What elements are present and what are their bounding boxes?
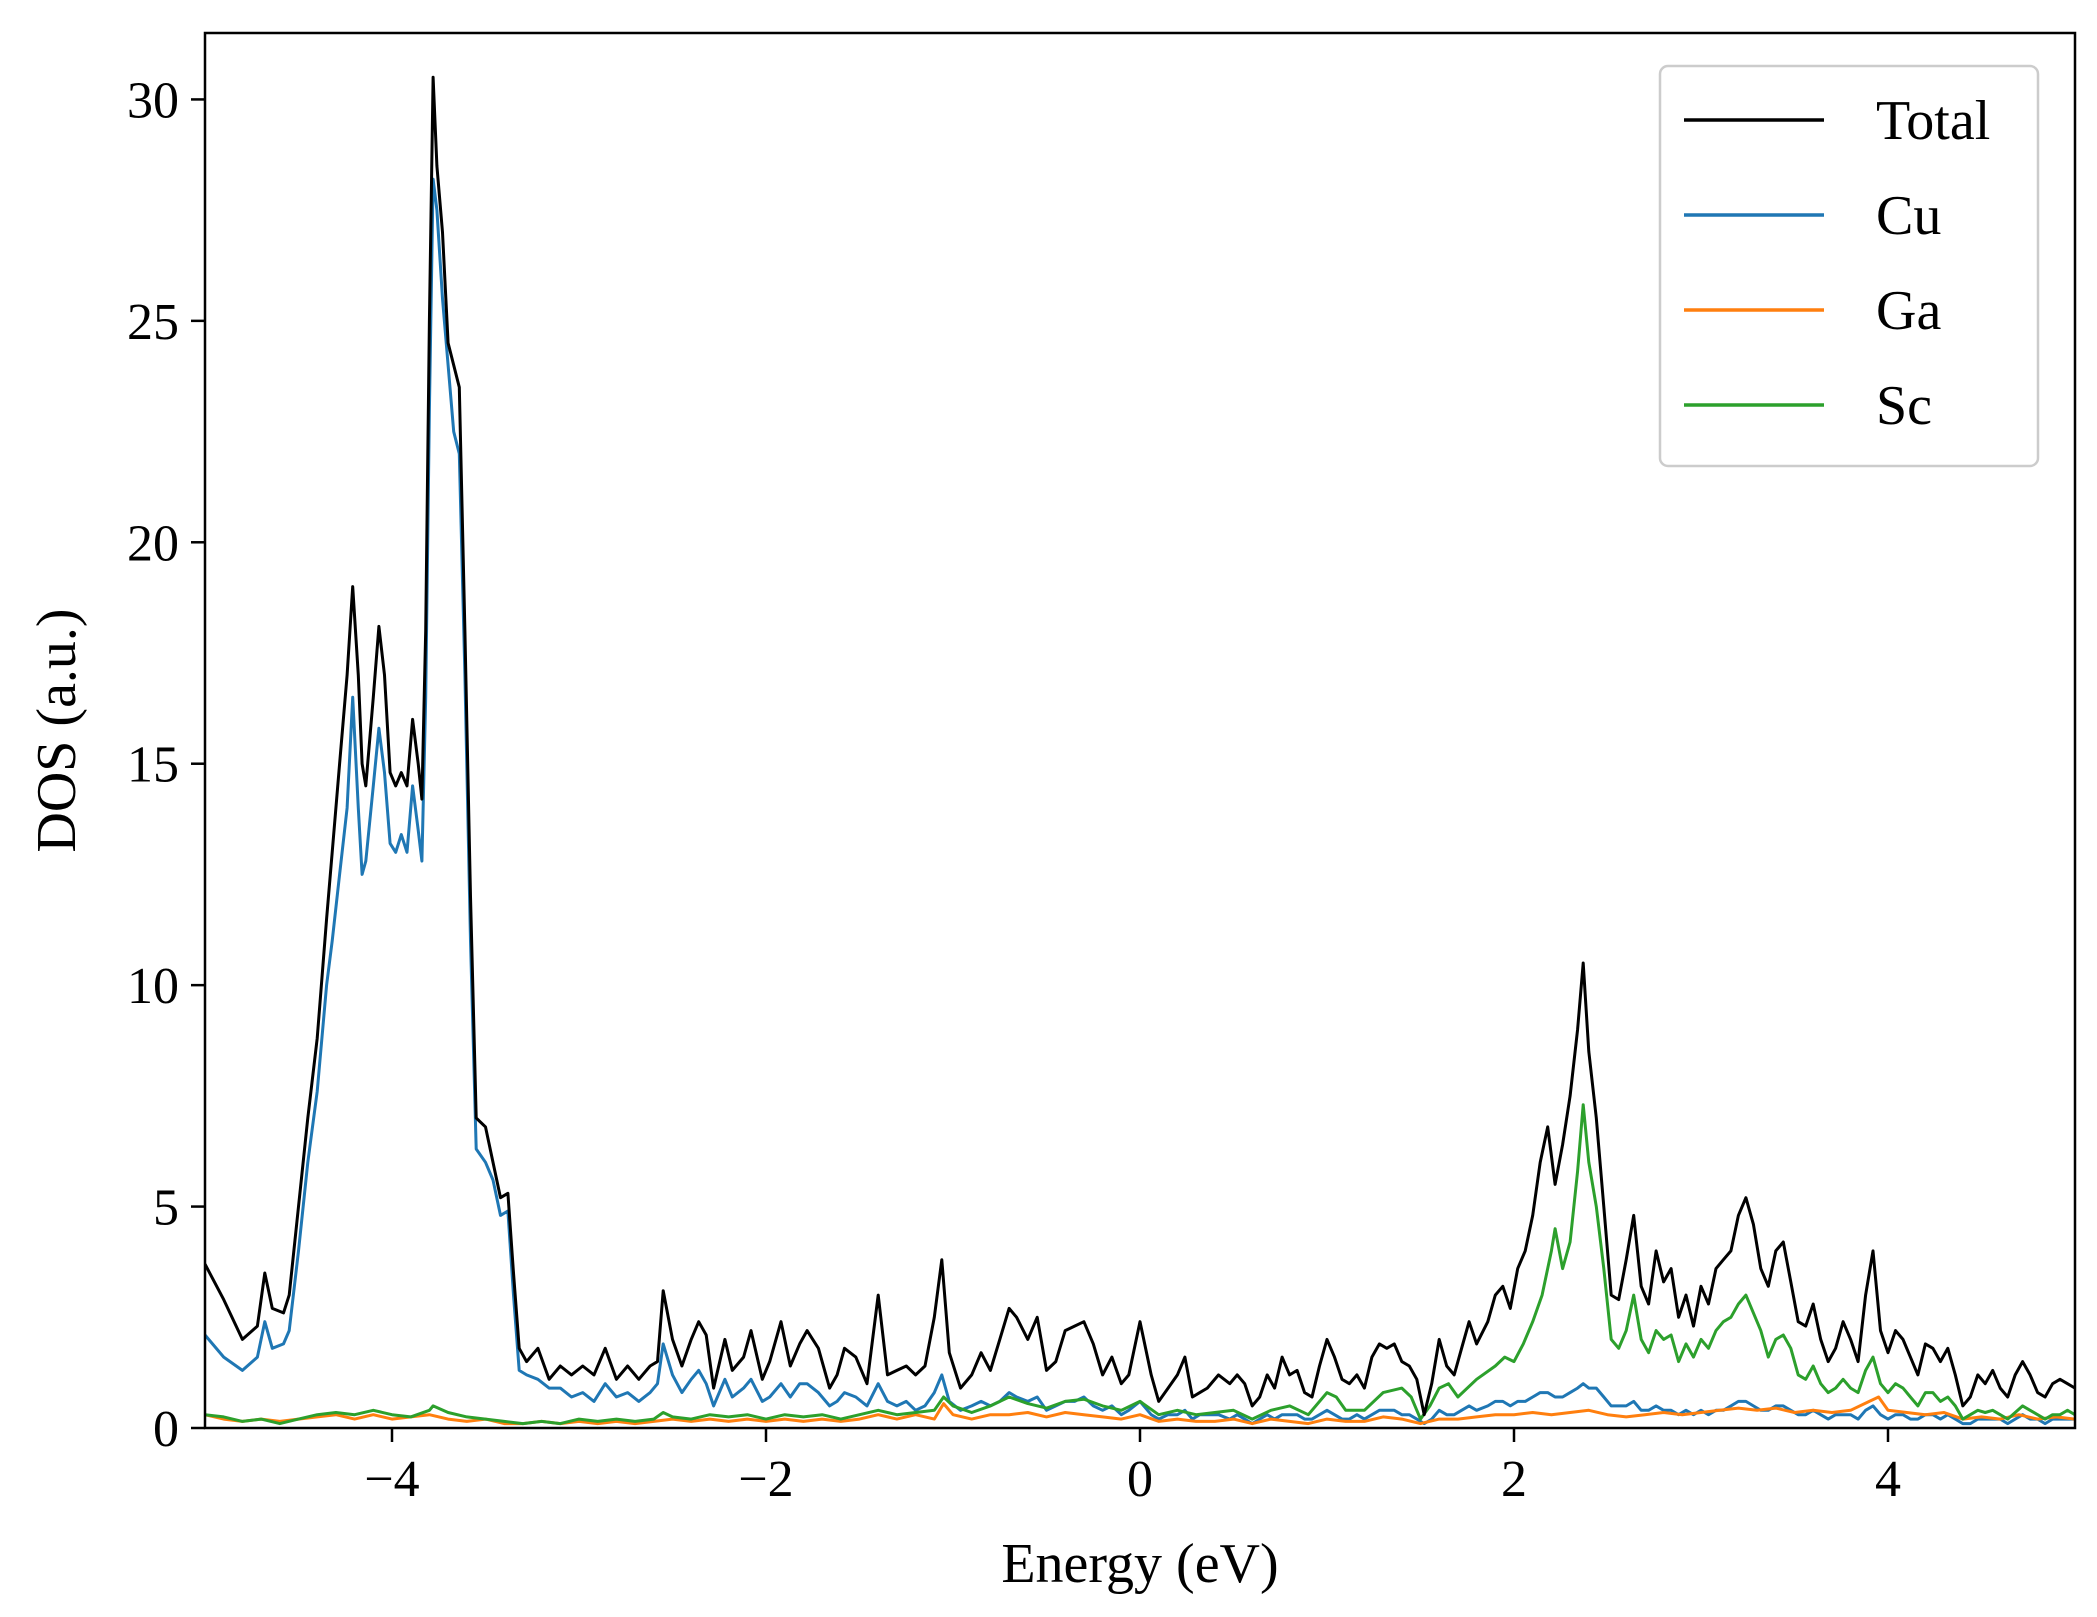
- y-tick-label: 10: [127, 958, 179, 1015]
- y-tick-label: 20: [127, 515, 179, 572]
- x-tick-label: 2: [1501, 1451, 1527, 1508]
- y-tick-label: 5: [153, 1180, 179, 1237]
- series-line-sc: [205, 1103, 2075, 1426]
- legend: Total Cu Ga Sc: [1658, 64, 2040, 468]
- x-tick-label: 0: [1127, 1451, 1153, 1508]
- legend-label-ga: Ga: [1876, 280, 1941, 342]
- legend-box: [1658, 64, 2040, 468]
- y-tick-label: 25: [127, 294, 179, 351]
- axes: −4 −2 0 2 4 0 5 10 15 20 25 30: [127, 31, 2077, 1508]
- x-tick-label: −2: [738, 1451, 793, 1508]
- x-tick-label: −4: [364, 1451, 419, 1508]
- legend-label-sc: Sc: [1876, 375, 1932, 437]
- y-axis-label: DOS (a.u.): [26, 608, 88, 852]
- y-tick-label: 30: [127, 72, 179, 129]
- y-tick-label: 15: [127, 737, 179, 794]
- legend-label-cu: Cu: [1876, 185, 1941, 247]
- x-tick-label: 4: [1875, 1451, 1901, 1508]
- x-axis-label: Energy (eV): [1001, 1533, 1278, 1595]
- legend-label-total: Total: [1876, 90, 1990, 152]
- series-line-total: [205, 75, 2075, 1417]
- y-tick-label: 0: [153, 1401, 179, 1458]
- plot-area: [205, 75, 2075, 1426]
